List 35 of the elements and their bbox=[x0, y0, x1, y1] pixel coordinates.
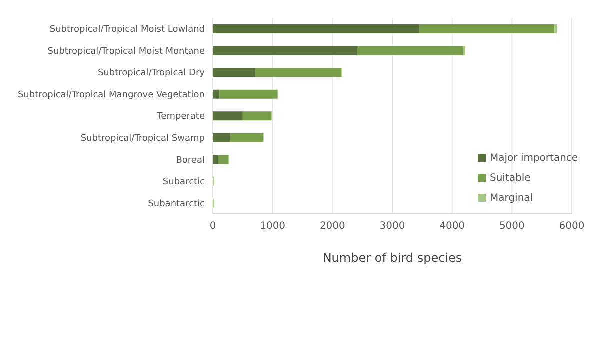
y-tick-label: Temperate bbox=[156, 112, 206, 122]
bar bbox=[554, 24, 558, 34]
bar bbox=[213, 155, 218, 164]
x-axis-title: Number of bird species bbox=[322, 251, 462, 265]
x-tick-label: 2000 bbox=[320, 221, 346, 232]
bar bbox=[213, 133, 230, 142]
y-tick-label: Subtropical/Tropical Moist Montane bbox=[48, 46, 206, 57]
bar bbox=[242, 112, 272, 121]
bar bbox=[213, 90, 220, 99]
y-tick-label: Subtropical/Tropical Dry bbox=[98, 68, 206, 79]
bar bbox=[213, 24, 420, 34]
legend-label: Suitable bbox=[490, 172, 531, 184]
x-tick-label: 1000 bbox=[260, 221, 286, 232]
y-tick-label: Subtropical/Tropical Moist Lowland bbox=[50, 25, 205, 36]
y-tick-label: Subantarctic bbox=[148, 199, 206, 210]
bar bbox=[213, 68, 256, 78]
y-tick-label: Subtropical/Tropical Mangrove Vegetation bbox=[18, 90, 205, 100]
x-tick-label: 3000 bbox=[380, 221, 406, 232]
x-tick-label: 5000 bbox=[499, 221, 525, 232]
x-tick-label: 0 bbox=[210, 221, 216, 232]
y-tick-label: Subarctic bbox=[162, 178, 206, 188]
y-tick-label: Subtropical/Tropical Swamp bbox=[80, 134, 206, 144]
bar bbox=[419, 24, 555, 34]
legend-label: Major importance bbox=[490, 152, 578, 164]
bar bbox=[213, 46, 358, 56]
bar bbox=[213, 112, 243, 121]
bar bbox=[230, 133, 264, 142]
bar bbox=[220, 90, 278, 99]
bar bbox=[218, 155, 229, 164]
y-tick-label: Boreal bbox=[176, 156, 205, 166]
x-tick-label: 4000 bbox=[440, 221, 466, 232]
legend-label: Marginal bbox=[490, 192, 534, 204]
bar bbox=[255, 68, 342, 78]
bar bbox=[357, 46, 464, 56]
x-tick-label: 6000 bbox=[559, 221, 585, 232]
